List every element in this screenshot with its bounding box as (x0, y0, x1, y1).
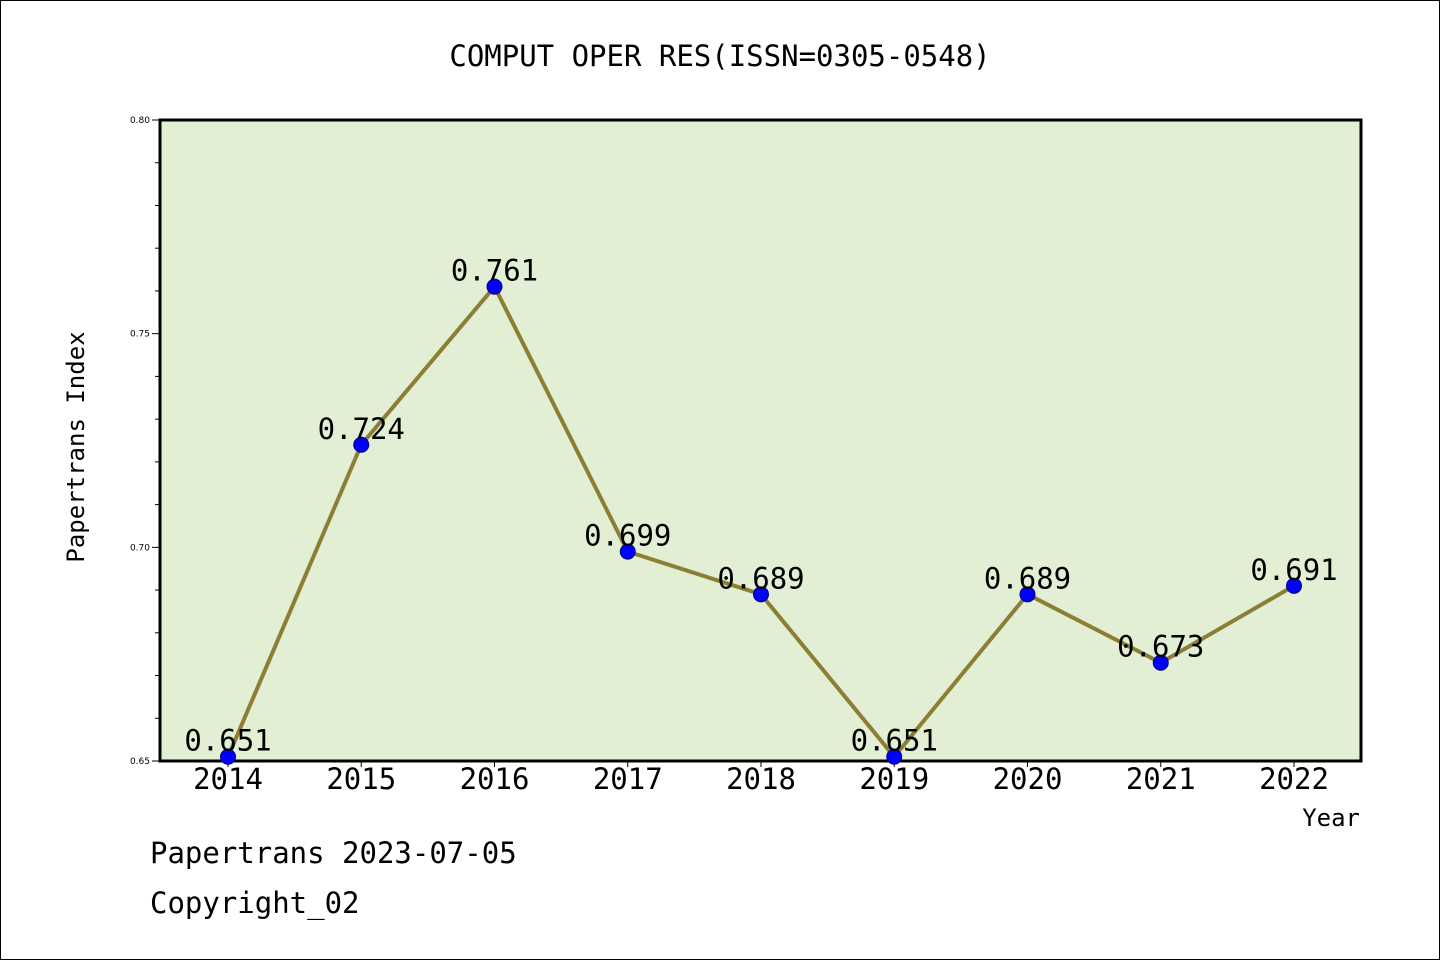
x-tick-label: 2021 (1126, 762, 1196, 796)
data-point-marker (886, 748, 903, 765)
data-label: 0.651 (851, 724, 938, 758)
x-tick-label: 2018 (726, 762, 796, 796)
footer-copyright-text: Copyright_02 (150, 886, 360, 920)
data-label: 0.724 (318, 412, 405, 446)
y-tick-label: 0.80 (130, 116, 150, 126)
data-label: 0.689 (717, 561, 804, 595)
data-point-marker (1152, 654, 1169, 671)
data-point-marker (486, 278, 503, 295)
y-axis-ticks: 0.65 0.70 0.75 0.80 (130, 116, 160, 767)
data-label: 0.689 (984, 561, 1071, 595)
footer-date-text: Papertrans 2023-07-05 (150, 836, 517, 870)
x-tick-label: 2016 (460, 762, 530, 796)
x-axis-label: Year (1302, 804, 1360, 832)
data-point-marker (1019, 586, 1036, 603)
x-tick-label: 2014 (193, 762, 263, 796)
data-label: 0.761 (451, 254, 538, 288)
data-label-layer: 0.651 0.724 0.761 0.699 0.689 0.651 0.689 0.673… (184, 254, 1337, 758)
chart-title: COMPUT OPER RES(ISSN=0305-0548) (449, 39, 990, 73)
data-point-marker (353, 436, 370, 453)
y-tick-label: 0.75 (130, 330, 150, 340)
data-label: 0.651 (184, 724, 271, 758)
data-point-marker (619, 543, 636, 560)
x-tick-label: 2022 (1259, 762, 1329, 796)
x-tick-label: 2020 (993, 762, 1063, 796)
data-point-marker (220, 748, 236, 765)
x-axis-ticks: 2014 2015 2016 2017 2018 2019 2020 2021 2022 (193, 761, 1329, 796)
data-point-marker (1286, 577, 1302, 594)
data-label: 0.699 (584, 519, 671, 553)
data-point-marker (753, 586, 769, 603)
data-label: 0.673 (1117, 630, 1204, 664)
x-tick-label: 2017 (593, 762, 663, 796)
x-tick-label: 2019 (859, 762, 929, 796)
y-tick-label: 0.70 (130, 543, 150, 553)
series-layer (220, 278, 1302, 765)
y-tick-label: 0.65 (130, 757, 150, 767)
x-tick-label: 2015 (326, 762, 396, 796)
data-label: 0.691 (1250, 553, 1337, 587)
y-axis-label: Papertrans Index (62, 331, 90, 562)
